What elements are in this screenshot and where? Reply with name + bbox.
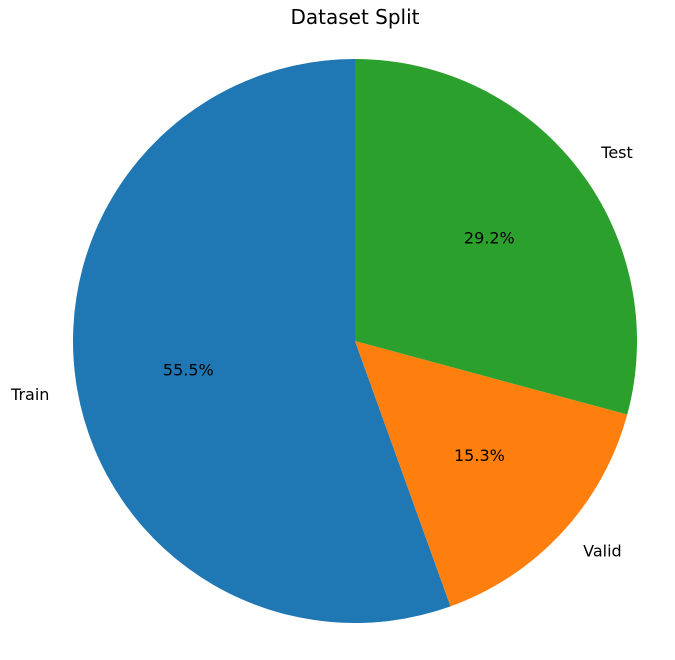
pie-pct-label-valid: 15.3% xyxy=(454,446,505,465)
pie-category-label-test: Test xyxy=(600,143,633,162)
pie-slice-train xyxy=(72,59,451,623)
pie-category-label-valid: Valid xyxy=(583,542,622,561)
pie-category-label-train: Train xyxy=(10,385,49,404)
pie-slice-valid xyxy=(355,341,628,607)
pie-slice-test xyxy=(355,59,637,415)
pie-pct-label-test: 29.2% xyxy=(464,229,515,248)
chart-title: Dataset Split xyxy=(290,5,420,29)
pie-pct-label-train: 55.5% xyxy=(163,361,214,380)
